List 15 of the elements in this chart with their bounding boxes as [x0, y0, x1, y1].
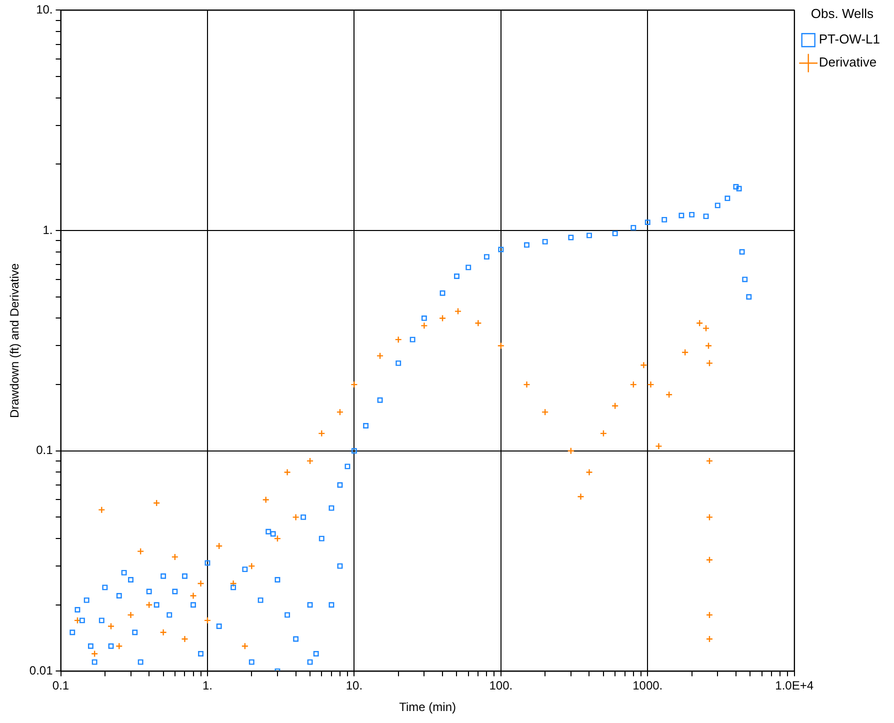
- legend-label: Derivative: [818, 54, 877, 70]
- x-tick-label: 1.: [202, 678, 212, 693]
- legend-title: Obs. Wells: [810, 6, 874, 22]
- y-tick-label: 1.: [42, 222, 53, 237]
- x-tick-label: 1.0E+4: [775, 678, 814, 693]
- y-tick-label: 0.1: [36, 443, 54, 458]
- y-tick-label: 10.: [36, 2, 53, 17]
- legend-label: PT-OW-L1: [818, 32, 880, 47]
- x-tick-label: 0.1: [52, 678, 70, 693]
- y-axis-title: Drawdown (ft) and Derivative: [8, 263, 22, 418]
- x-tick-label: 100.: [489, 678, 513, 693]
- y-tick-label: 0.01: [29, 664, 54, 678]
- x-tick-label: 1000.: [632, 678, 663, 693]
- x-axis-title: Time (min): [399, 700, 456, 714]
- x-tick-label: 10.: [346, 678, 363, 693]
